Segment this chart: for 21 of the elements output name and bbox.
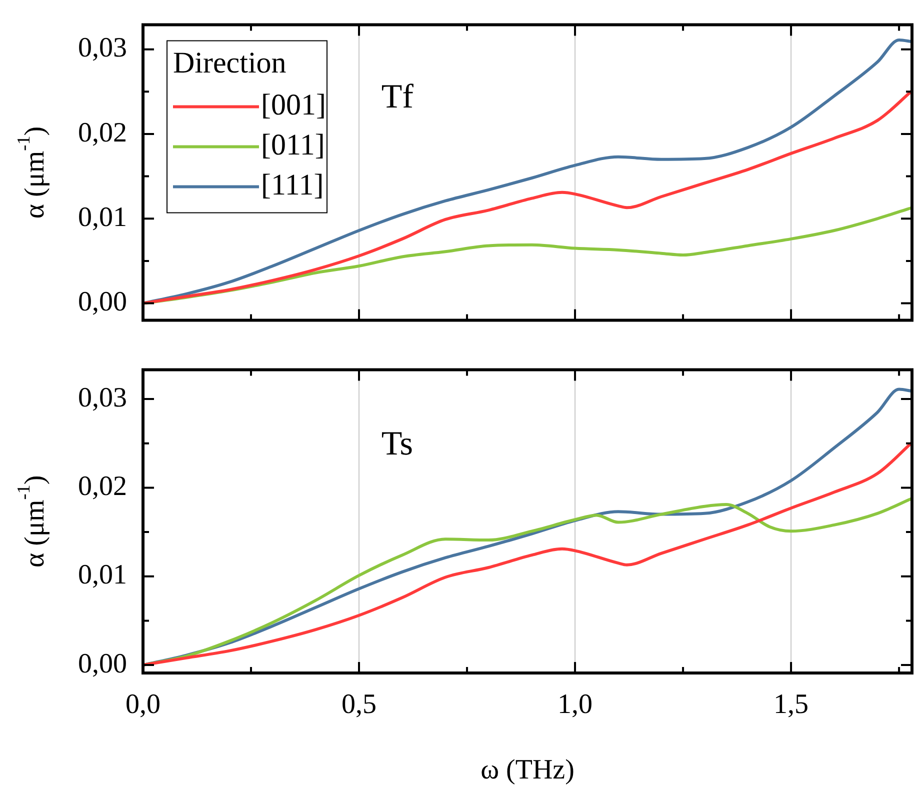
annotation: Ts (381, 426, 414, 463)
y-tick-label: 0,02 (78, 471, 127, 502)
y-tick-label: 0,00 (78, 286, 127, 318)
x-tick-label: 0,5 (342, 689, 377, 720)
annotation: Tf (381, 78, 414, 116)
x-tick-label: 1,5 (774, 689, 809, 720)
y-axis-title: α (μm-1) (14, 475, 50, 568)
legend-title: Direction (173, 46, 286, 80)
y-tick-label: 0,02 (78, 117, 127, 148)
y-tick-label: 0,03 (78, 382, 127, 414)
legend-label: [001] (261, 88, 326, 122)
y-tick-label: 0,00 (78, 648, 127, 680)
y-tick-label: 0,03 (78, 32, 127, 64)
y-tick-label: 0,01 (78, 560, 127, 591)
y-tick-label: 0,01 (78, 202, 127, 233)
x-tick-label: 0,0 (126, 689, 160, 720)
x-axis-title: ω (THz) (480, 754, 574, 786)
y-axis-title: α (μm-1) (14, 126, 50, 219)
x-tick-label: 1,0 (558, 689, 593, 720)
legend-label: [011] (261, 128, 325, 162)
legend-label: [111] (261, 168, 324, 202)
